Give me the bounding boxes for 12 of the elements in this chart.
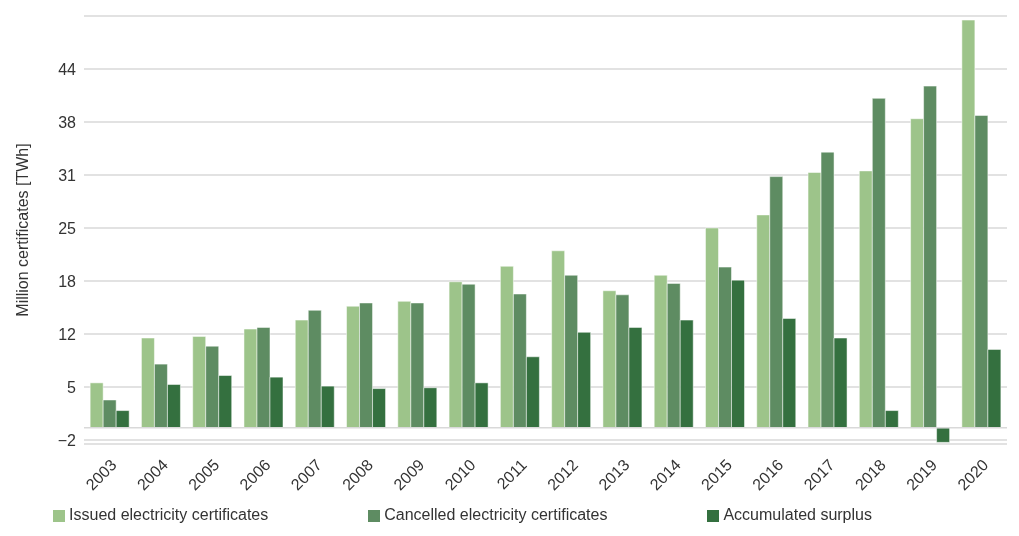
y-axis-title: Million certificates [TWh] (13, 143, 31, 317)
legend-label: Cancelled electricity certificates (384, 506, 608, 523)
y-tick-label: 5 (67, 378, 77, 396)
y-tick-label: −2 (57, 431, 77, 449)
y-tick-label: 18 (58, 272, 77, 290)
legend-label: Issued electricity certificates (69, 506, 269, 523)
y-tick-label: 44 (58, 60, 77, 78)
y-tick-label: 12 (58, 325, 77, 343)
y-tick-label: 31 (58, 166, 77, 184)
legend-label: Accumulated surplus (723, 506, 872, 523)
y-tick-label: 25 (58, 219, 77, 237)
y-tick-label: 38 (58, 113, 77, 131)
